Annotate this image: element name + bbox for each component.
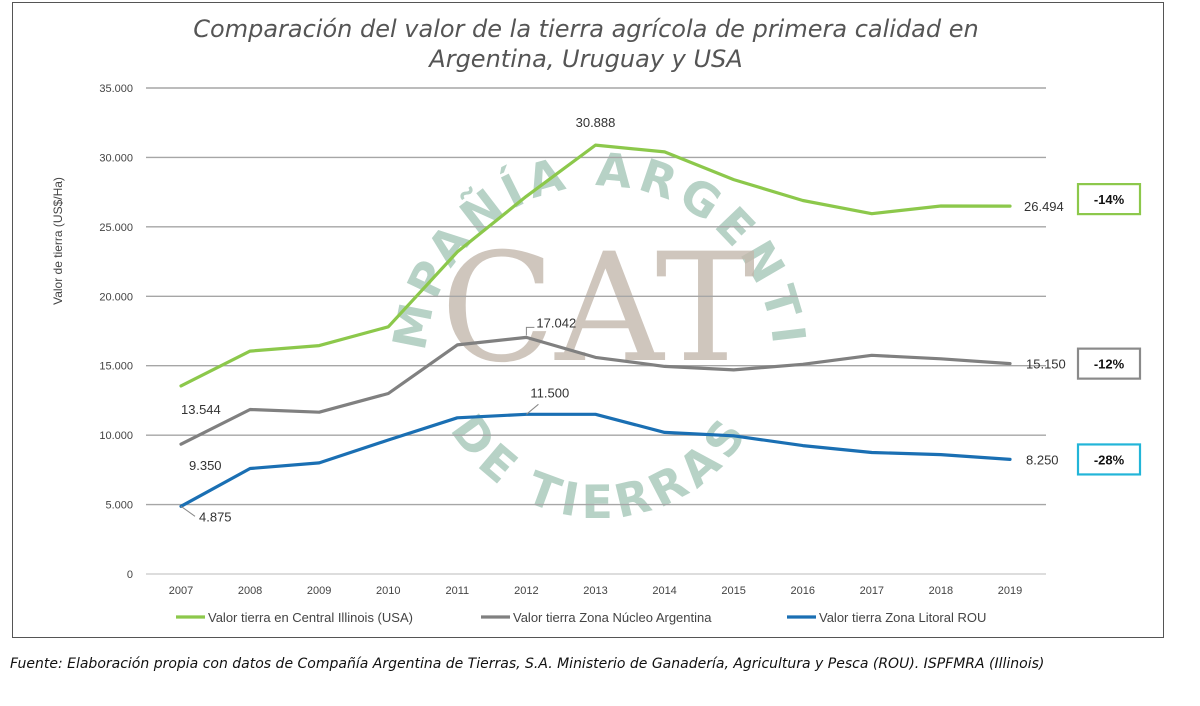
data-label: 15.150: [1026, 357, 1066, 372]
x-tick-label: 2015: [721, 585, 745, 597]
change-badge-box: [1076, 183, 1142, 216]
watermark-bottom-text: DE TIERRAS: [440, 404, 753, 529]
y-tick-label: 10.000: [99, 430, 133, 442]
leader-line: [180, 505, 196, 517]
change-badge-text: -28%: [1094, 452, 1125, 467]
data-label: 11.500: [530, 385, 569, 400]
svg-text:DE TIERRAS: DE TIERRAS: [440, 404, 759, 529]
source-note: Fuente: Elaboración propia con datos de …: [10, 656, 1045, 672]
chart-frame: [12, 2, 1164, 638]
x-tick-label: 2018: [929, 585, 953, 597]
y-tick-label: 35.000: [99, 83, 133, 95]
data-label: 13.544: [181, 402, 221, 417]
y-tick-label: 20.000: [99, 291, 133, 303]
y-tick-label: 30.000: [99, 152, 133, 164]
data-label: 17.042: [536, 315, 576, 330]
data-label: 9.350: [189, 458, 222, 473]
gridlines: [146, 87, 1046, 575]
change-badge-text: -14%: [1094, 192, 1125, 207]
x-tick-label: 2014: [652, 585, 676, 597]
change-badge-box: [1076, 347, 1142, 380]
chart-title-line: Comparación del valor de la tierra agríc…: [193, 15, 978, 43]
legend-entry: Valor tierra en Central Illinois (USA): [208, 610, 413, 625]
chart-text: Comparación del valor de la tierra agríc…: [51, 15, 1022, 625]
change-badge-text: -12%: [1094, 357, 1125, 372]
x-tick-label: 2019: [998, 585, 1022, 597]
leader-line: [525, 326, 535, 336]
data-label: 30.888: [576, 115, 616, 130]
series-line-2: [179, 412, 1012, 508]
chart-title-line: Argentina, Uruguay y USA: [427, 45, 742, 73]
x-tick-label: 2017: [860, 585, 884, 597]
series-line-1: [179, 335, 1012, 446]
y-tick-label: 0: [127, 569, 133, 581]
x-tick-label: 2013: [583, 585, 607, 597]
watermark-logo: COMPAÑÍA ARGENTINA DE TIERRAS CAT: [0, 0, 811, 529]
x-tick-label: 2016: [791, 585, 815, 597]
data-label: 4.875: [199, 509, 232, 524]
data-label: 8.250: [1026, 452, 1059, 467]
x-tick-label: 2011: [446, 585, 470, 597]
data-labels: 13.544 30.888 26.494 9.350 17.042 15.150 4.875…: [180, 115, 1142, 524]
x-tick-label: 2008: [238, 585, 262, 597]
x-tick-label: 2012: [514, 585, 538, 597]
series-line-0: [179, 143, 1012, 388]
y-tick-label: 5.000: [105, 500, 133, 512]
legend-entry: Valor tierra Zona Núcleo Argentina: [513, 610, 712, 625]
x-tick-label: 2010: [376, 585, 400, 597]
x-tick-label: 2007: [169, 585, 193, 597]
legend-entry: Valor tierra Zona Litoral ROU: [819, 610, 986, 625]
x-tick-label: 2009: [307, 585, 331, 597]
leader-line: [526, 403, 539, 415]
y-axis-label: Valor de tierra (US$/Ha): [51, 177, 65, 305]
data-label: 26.494: [1024, 199, 1064, 214]
y-tick-label: 15.000: [99, 361, 133, 373]
series-lines: [179, 143, 1012, 508]
y-tick-label: 25.000: [99, 222, 133, 234]
change-badge-box: [1076, 443, 1142, 476]
